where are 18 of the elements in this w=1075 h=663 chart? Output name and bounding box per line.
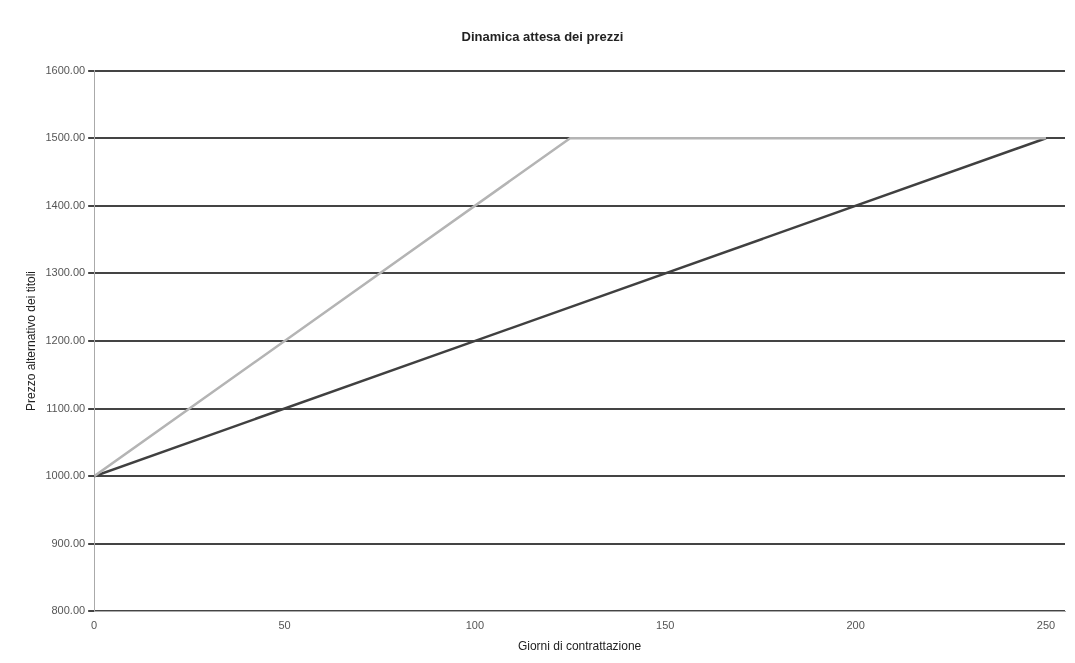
- x-tick-label: 150: [656, 619, 675, 632]
- y-tick-label: 1100.00: [46, 401, 86, 414]
- chart-title: Dinamica attesa dei prezzi: [461, 29, 624, 45]
- y-tick-label: 1200.00: [45, 334, 86, 347]
- x-tick-label: 100: [465, 619, 485, 632]
- y-axis-title: Prezzo alternativo dei titoli: [23, 270, 38, 412]
- x-tick-label: 50: [278, 619, 291, 632]
- y-tick-label: 1600.00: [45, 63, 86, 76]
- y-tick-label: 1500.00: [45, 131, 86, 144]
- x-axis-title: Giorni di contrattazione: [517, 639, 642, 654]
- x-tick-label: 250: [1036, 619, 1056, 632]
- y-tick-label: 1000.00: [45, 469, 86, 482]
- y-tick-label: 1300.00: [45, 266, 86, 279]
- x-tick-label: 200: [846, 619, 865, 632]
- y-tick-label: 900.00: [51, 536, 86, 549]
- x-tick-label: 0: [91, 619, 98, 632]
- y-tick-label: 800.00: [51, 604, 86, 617]
- y-tick-label: 1400.00: [45, 198, 86, 211]
